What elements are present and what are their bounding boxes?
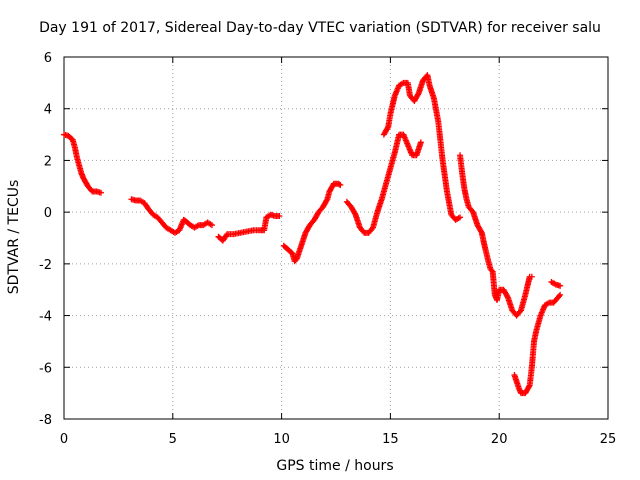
data-point	[276, 213, 283, 220]
chart-title: Day 191 of 2017, Sidereal Day-to-day VTE…	[39, 20, 601, 36]
data-point	[504, 293, 511, 300]
y-tick-label: -6	[39, 361, 52, 376]
x-axis-label: GPS time / hours	[276, 458, 393, 474]
data-point	[351, 210, 358, 217]
data-point	[525, 383, 532, 390]
data-point	[488, 267, 495, 274]
x-tick-label: 10	[273, 432, 290, 447]
x-tick-label: 0	[60, 432, 68, 447]
y-tick-label: 0	[44, 206, 52, 221]
grid	[64, 57, 608, 419]
data-point	[414, 91, 421, 98]
data-point	[337, 181, 344, 188]
data-point	[208, 222, 215, 229]
data-point	[384, 125, 391, 132]
x-tick-label: 5	[169, 432, 177, 447]
y-tick-label: 2	[44, 154, 52, 169]
x-tick-label: 15	[382, 432, 399, 447]
data-points	[61, 72, 564, 397]
y-tick-label: -4	[39, 310, 52, 325]
x-tick-label: 25	[600, 432, 617, 447]
data-point	[457, 214, 464, 221]
y-tick-label: -2	[39, 258, 52, 273]
x-axis: 0 5 10 15 20 25	[60, 57, 616, 447]
data-point	[556, 293, 563, 300]
data-point	[323, 197, 330, 204]
data-point	[97, 189, 104, 196]
data-point	[557, 291, 564, 298]
y-tick-label: 6	[44, 51, 52, 66]
data-point	[528, 273, 535, 280]
y-axis: -8 -6 -4 -2 0 2 4 6	[39, 51, 608, 428]
data-point	[417, 139, 424, 146]
y-tick-label: -8	[39, 413, 52, 428]
y-tick-label: 4	[44, 103, 52, 118]
data-point	[557, 282, 564, 289]
x-tick-label: 20	[491, 432, 508, 447]
data-point	[478, 228, 485, 235]
y-axis-label: SDTVAR / TECUs	[6, 180, 22, 295]
plot-frame	[63, 56, 609, 420]
